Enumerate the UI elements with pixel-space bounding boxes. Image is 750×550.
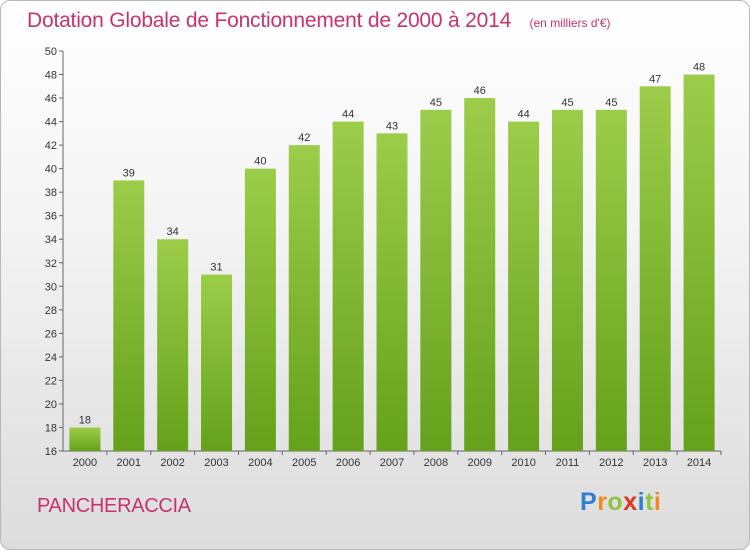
- bar[interactable]: [639, 86, 671, 451]
- bar[interactable]: [157, 239, 189, 451]
- bar[interactable]: [683, 74, 715, 451]
- y-tick-label: 36: [45, 211, 57, 223]
- y-tick-label: 44: [45, 117, 57, 129]
- y-tick-label: 28: [45, 305, 57, 317]
- title-row: Dotation Globale de Fonctionnement de 20…: [27, 9, 611, 33]
- bar[interactable]: [595, 109, 627, 451]
- data-label: 47: [649, 73, 661, 85]
- x-tick-label: 2011: [556, 457, 580, 469]
- bar[interactable]: [288, 145, 320, 451]
- logo-letter: x: [623, 488, 638, 516]
- data-label: 40: [254, 156, 266, 168]
- x-tick-label: 2012: [599, 457, 623, 469]
- y-tick-label: 16: [45, 446, 57, 458]
- bar[interactable]: [508, 121, 540, 452]
- data-label: 44: [342, 109, 354, 121]
- y-tick-label: 34: [45, 234, 57, 246]
- x-tick-label: 2008: [424, 457, 448, 469]
- bar[interactable]: [201, 274, 233, 451]
- logo-letter: P: [580, 488, 598, 516]
- y-tick-label: 24: [45, 352, 57, 364]
- y-tick-label: 30: [45, 281, 57, 293]
- chart-title: Dotation Globale de Fonctionnement de 20…: [27, 9, 512, 32]
- bar[interactable]: [69, 427, 101, 451]
- data-label: 44: [517, 109, 529, 121]
- y-tick-label: 38: [45, 187, 57, 199]
- data-label: 42: [298, 132, 310, 144]
- bar[interactable]: [420, 109, 452, 451]
- data-label: 45: [430, 97, 442, 109]
- data-label: 34: [167, 226, 179, 238]
- data-label: 31: [210, 262, 222, 274]
- chart-unit: (en milliers d'€): [529, 16, 611, 30]
- logo-letter: o: [607, 488, 624, 516]
- y-tick-label: 22: [45, 375, 57, 387]
- logo-letter: i: [637, 488, 646, 516]
- x-tick-label: 2001: [117, 457, 141, 469]
- data-label: 18: [79, 414, 91, 426]
- y-tick-label: 26: [45, 328, 57, 340]
- x-tick-label: 2007: [380, 457, 404, 469]
- y-tick-label: 40: [45, 164, 57, 176]
- y-tick-label: 50: [45, 46, 57, 58]
- x-tick-label: 2000: [73, 457, 97, 469]
- bar[interactable]: [551, 109, 583, 451]
- data-label: 48: [693, 62, 705, 74]
- x-tick-label: 2003: [204, 457, 228, 469]
- logo-letter: t: [645, 488, 654, 516]
- bar[interactable]: [113, 180, 145, 452]
- bars: [69, 74, 715, 452]
- y-tick-label: 42: [45, 140, 57, 152]
- data-label: 43: [386, 120, 398, 132]
- x-tick-label: 2009: [467, 457, 491, 469]
- bar[interactable]: [464, 98, 496, 451]
- y-tick-label: 48: [45, 70, 57, 82]
- commune-name: PANCHERACCIA: [37, 495, 191, 517]
- y-tick-label: 20: [45, 399, 57, 411]
- labels: 16 18 20 22 24 26 28 30 32 34 36 38 40 42 44 46 48 50 18 20…: [45, 46, 712, 469]
- y-tick-label: 32: [45, 258, 57, 270]
- data-label: 45: [561, 97, 573, 109]
- y-tick-label: 18: [45, 422, 57, 434]
- logo-letter: r: [597, 488, 608, 516]
- x-tick-label: 2014: [687, 457, 711, 469]
- bar[interactable]: [332, 121, 364, 452]
- data-label: 45: [605, 97, 617, 109]
- x-tick-label: 2004: [248, 457, 272, 469]
- x-tick-label: 2013: [643, 457, 667, 469]
- data-label: 39: [123, 167, 135, 179]
- x-tick-label: 2005: [292, 457, 316, 469]
- logo-letter: i: [653, 488, 662, 516]
- bar[interactable]: [244, 168, 276, 451]
- data-label: 46: [474, 85, 486, 97]
- x-tick-label: 2010: [511, 457, 535, 469]
- y-tick-label: 46: [45, 93, 57, 105]
- bar[interactable]: [376, 133, 408, 451]
- x-tick-label: 2002: [160, 457, 184, 469]
- x-tick-label: 2006: [336, 457, 360, 469]
- proxiti-logo[interactable]: Proxiti: [580, 488, 661, 517]
